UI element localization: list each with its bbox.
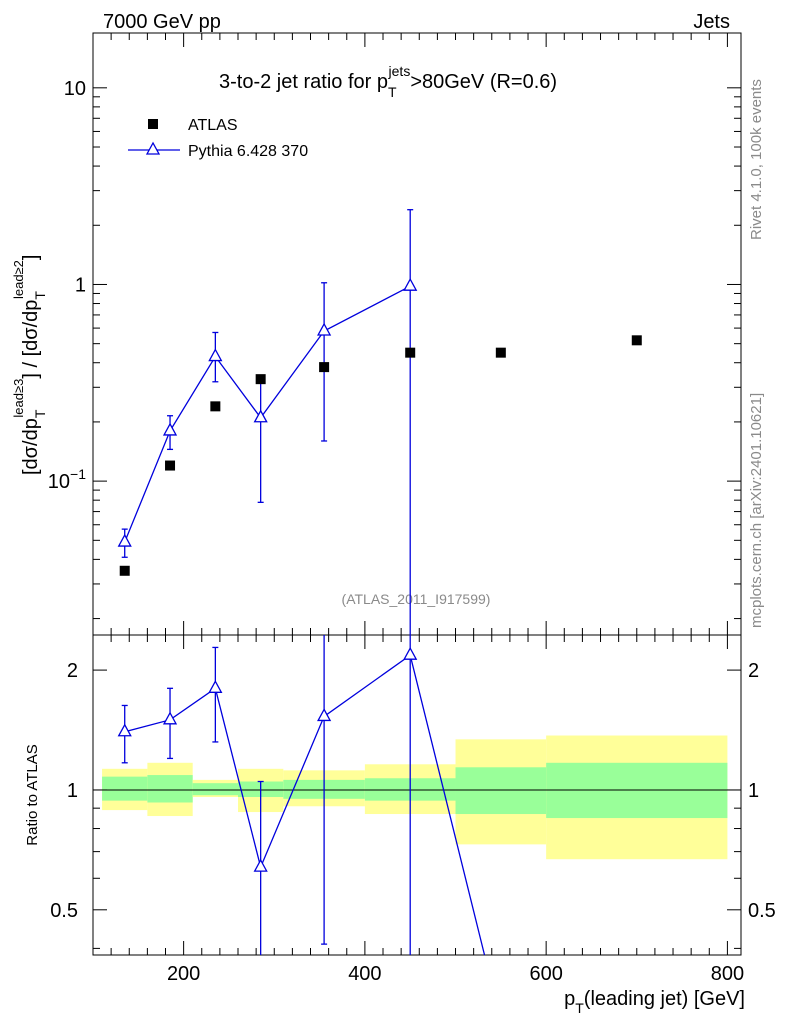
ratio-bands — [102, 735, 728, 860]
y-axis-label-main: [dσ/dpTlead≥3] / [dσ/dpTlead≥2] — [11, 255, 48, 475]
mc-ratio-point — [117, 723, 132, 737]
data-point — [255, 374, 266, 385]
mc-point — [317, 322, 332, 336]
y-tick-label-ratio: 0.5 — [50, 900, 78, 922]
data-point — [319, 362, 330, 373]
legend-mc-marker — [145, 141, 161, 155]
category-label: Jets — [693, 11, 730, 33]
mc-ratio-point — [253, 858, 268, 872]
mc-series-ratio — [117, 635, 486, 956]
rivet-label: Rivet 4.1.0, 100k events — [748, 79, 765, 240]
ratio-band-inner — [147, 775, 193, 803]
y-tick-label-ratio: 2 — [67, 660, 78, 682]
y-tick-label-main: 10 — [64, 78, 86, 100]
analysis-id: (ATLAS_2011_I917599) — [342, 591, 491, 607]
chart-title: 3-to-2 jet ratio for pTjets>80GeV (R=0.6… — [219, 63, 557, 100]
x-tick-label: 400 — [348, 963, 381, 985]
y-tick-label-main: 1 — [75, 274, 86, 296]
mc-ratio-point — [403, 646, 418, 660]
energy-label: 7000 GeV pp — [103, 11, 221, 33]
x-axis-label: pT(leading jet) [GeV] — [564, 988, 745, 1016]
axis-ticks — [92, 33, 741, 955]
mc-point — [162, 422, 178, 436]
mc-series-main — [117, 209, 418, 635]
ratio-band-inner — [455, 767, 547, 815]
ratio-frame — [92, 634, 742, 956]
legend-data-marker — [148, 119, 158, 129]
mc-point — [208, 348, 223, 362]
data-point — [165, 460, 176, 471]
y-tick-label-main: 10−1 — [48, 466, 86, 493]
x-tick-label: 200 — [167, 963, 200, 985]
mc-point — [253, 409, 268, 423]
data-point — [119, 565, 130, 576]
ratio-band-inner — [102, 776, 148, 801]
data-point — [405, 347, 416, 358]
data-point — [631, 335, 642, 346]
axis-tick-labels: 200 400 600 800 10−1 1 10 0.5 0.5 1 1 2 2 — [48, 78, 776, 985]
x-tick-label: 800 — [711, 963, 744, 985]
data-series-main — [119, 335, 642, 576]
data-point — [210, 401, 221, 412]
y-tick-label-ratio-right: 0.5 — [748, 900, 776, 922]
mc-ratio-point — [317, 708, 332, 722]
legend-data-label: ATLAS — [188, 117, 238, 134]
mc-ratio-point — [208, 679, 223, 693]
mc-ratio-point — [162, 711, 178, 725]
mc-point — [403, 277, 418, 291]
mc-line — [124, 285, 411, 543]
y-tick-label-ratio: 1 — [67, 780, 78, 802]
y-axis-label-ratio: Ratio to ATLAS — [24, 744, 41, 845]
ratio-band-inner — [192, 783, 239, 796]
data-point — [495, 347, 506, 358]
y-tick-label-ratio-right: 1 — [748, 780, 759, 802]
mc-point — [117, 533, 132, 547]
y-tick-label-ratio-right: 2 — [748, 660, 759, 682]
mcplots-label: mcplots.cern.ch [arXiv:2401.10621] — [748, 393, 765, 628]
legend-mc-label: Pythia 6.428 370 — [188, 143, 308, 160]
x-tick-label: 600 — [529, 963, 562, 985]
legend: ATLAS Pythia 6.428 370 — [128, 117, 308, 160]
